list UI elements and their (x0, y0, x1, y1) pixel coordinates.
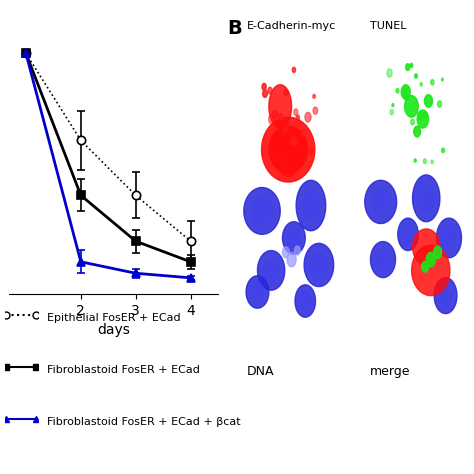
Polygon shape (251, 282, 264, 302)
Polygon shape (396, 89, 399, 93)
Polygon shape (418, 112, 422, 120)
Polygon shape (423, 159, 426, 164)
Polygon shape (304, 243, 334, 287)
Polygon shape (283, 222, 305, 254)
Polygon shape (296, 180, 326, 231)
Polygon shape (273, 110, 278, 118)
Polygon shape (305, 112, 311, 122)
Polygon shape (292, 67, 296, 73)
Polygon shape (442, 148, 445, 153)
Polygon shape (422, 261, 428, 272)
Text: Fibroblastoid FosER + ECad + βcat: Fibroblastoid FosER + ECad + βcat (47, 417, 241, 427)
Polygon shape (313, 107, 318, 114)
Polygon shape (244, 188, 280, 234)
Polygon shape (269, 85, 292, 128)
Text: TUNEL: TUNEL (370, 21, 406, 31)
Polygon shape (299, 291, 311, 311)
Polygon shape (280, 155, 283, 160)
Polygon shape (415, 74, 417, 78)
Polygon shape (414, 159, 416, 162)
Polygon shape (406, 64, 410, 71)
Polygon shape (279, 114, 283, 120)
Text: E-Cadherin-myc: E-Cadherin-myc (246, 21, 336, 31)
Polygon shape (310, 252, 328, 278)
Polygon shape (309, 147, 314, 155)
Polygon shape (269, 114, 275, 124)
Polygon shape (365, 180, 397, 224)
Polygon shape (405, 96, 418, 117)
Text: Fibroblastoid FosER + ECad: Fibroblastoid FosER + ECad (47, 365, 201, 375)
Polygon shape (412, 229, 440, 265)
Polygon shape (295, 285, 316, 317)
Polygon shape (441, 226, 456, 250)
Polygon shape (313, 94, 315, 98)
Polygon shape (404, 95, 408, 100)
Polygon shape (439, 285, 452, 306)
Polygon shape (294, 109, 298, 116)
Polygon shape (262, 117, 315, 182)
Polygon shape (414, 126, 420, 137)
Polygon shape (371, 189, 390, 215)
Polygon shape (283, 247, 289, 258)
Polygon shape (268, 87, 272, 94)
Polygon shape (263, 90, 267, 98)
Polygon shape (403, 88, 408, 95)
Polygon shape (287, 252, 296, 267)
Polygon shape (296, 115, 300, 120)
Text: DNA: DNA (246, 365, 274, 378)
Polygon shape (434, 278, 457, 314)
Polygon shape (286, 130, 302, 155)
Polygon shape (425, 95, 432, 107)
Polygon shape (420, 82, 422, 86)
Polygon shape (246, 276, 269, 308)
Polygon shape (263, 258, 279, 282)
Polygon shape (441, 78, 443, 81)
Polygon shape (287, 228, 301, 248)
Text: B: B (228, 19, 242, 38)
Polygon shape (392, 103, 394, 107)
Polygon shape (301, 129, 306, 137)
Polygon shape (437, 218, 462, 258)
Polygon shape (423, 112, 427, 118)
Polygon shape (411, 119, 414, 125)
Polygon shape (251, 197, 273, 225)
Polygon shape (387, 69, 392, 77)
Polygon shape (290, 136, 297, 146)
Polygon shape (417, 110, 428, 128)
Polygon shape (302, 191, 320, 221)
Polygon shape (371, 242, 395, 278)
Polygon shape (438, 100, 442, 107)
Polygon shape (410, 64, 413, 67)
Polygon shape (390, 109, 393, 115)
X-axis label: days: days (97, 323, 130, 337)
Polygon shape (431, 160, 433, 164)
Polygon shape (278, 151, 299, 177)
Text: merge: merge (370, 365, 410, 378)
Polygon shape (401, 85, 410, 99)
Polygon shape (412, 175, 440, 222)
Polygon shape (294, 246, 300, 255)
Polygon shape (411, 245, 450, 296)
Polygon shape (283, 125, 288, 133)
Polygon shape (418, 184, 434, 212)
Text: Epithelial FosER + ECad: Epithelial FosER + ECad (47, 312, 181, 323)
Polygon shape (269, 126, 308, 173)
Polygon shape (431, 80, 434, 85)
Polygon shape (402, 225, 414, 244)
Polygon shape (426, 252, 435, 267)
Polygon shape (262, 83, 266, 90)
Polygon shape (398, 218, 418, 251)
Polygon shape (434, 246, 442, 259)
Polygon shape (257, 251, 285, 290)
Polygon shape (284, 90, 288, 96)
Polygon shape (375, 249, 391, 270)
